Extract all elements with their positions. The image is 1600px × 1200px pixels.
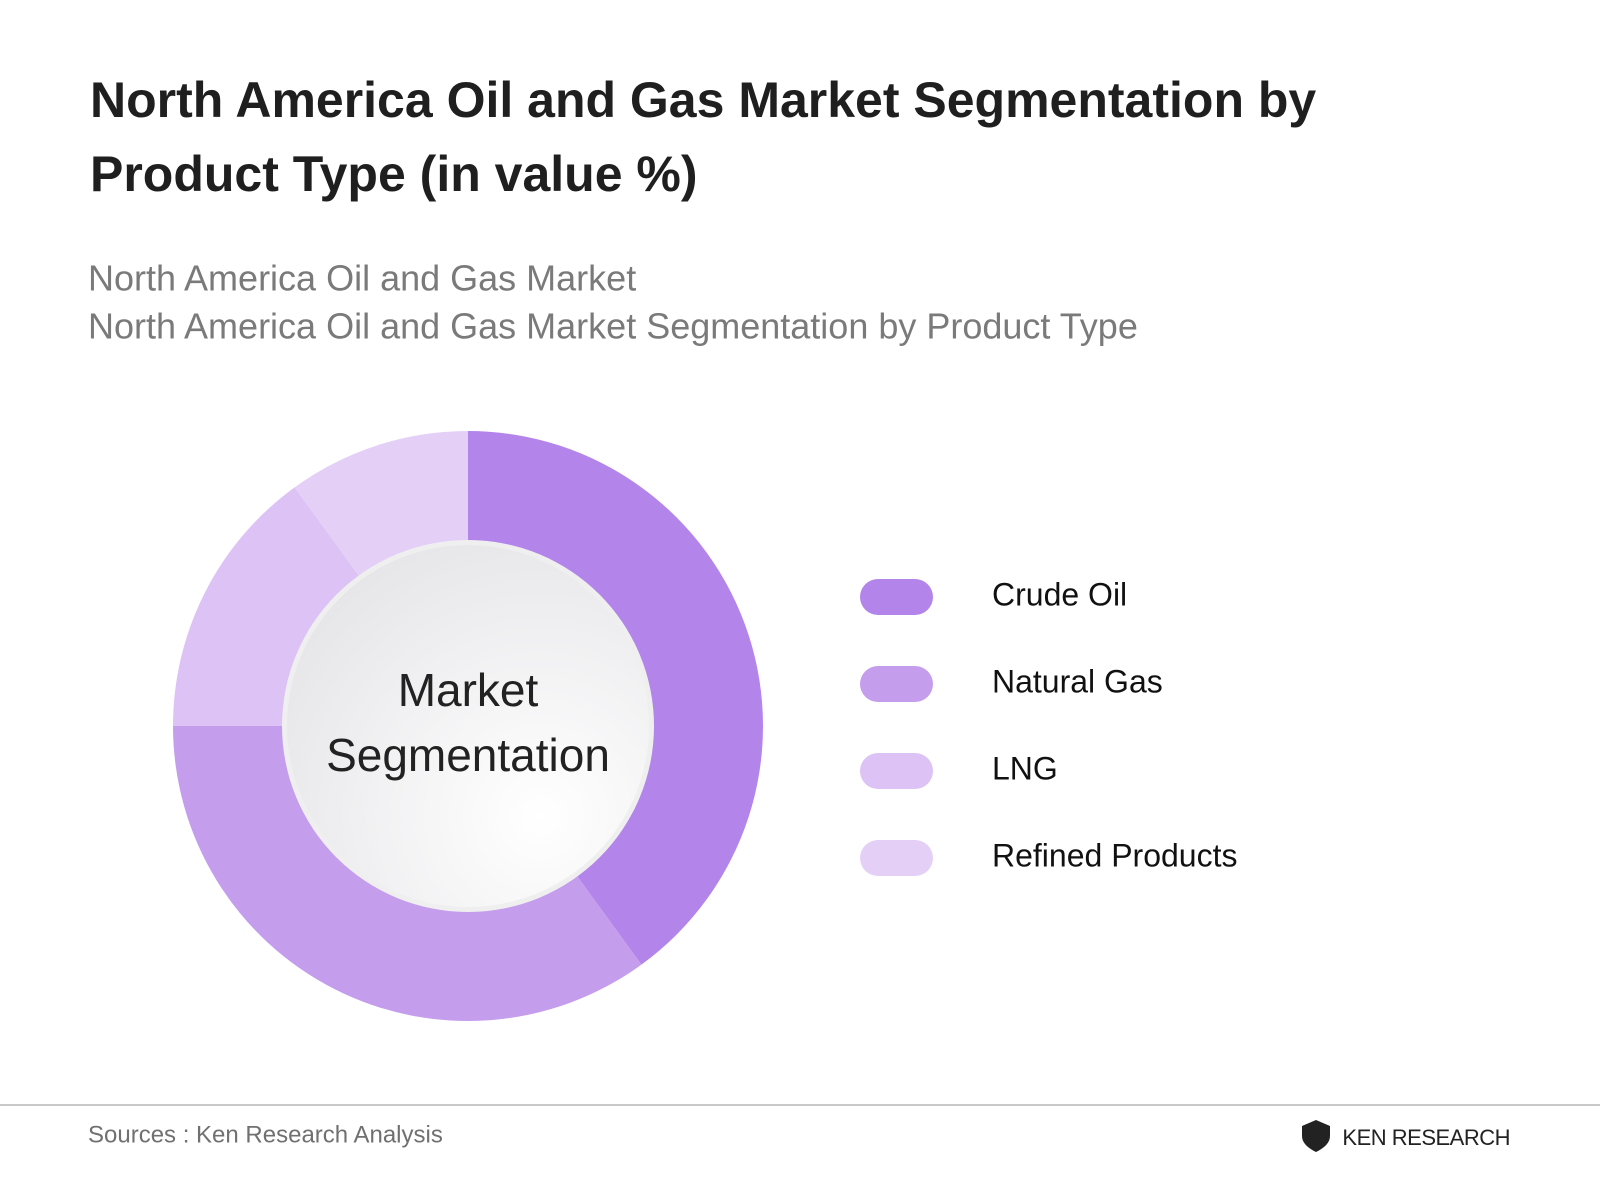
legend-swatch <box>860 666 933 702</box>
logo-icon <box>1302 1120 1330 1152</box>
logo: KEN RESEARCH <box>1302 1120 1511 1152</box>
legend-label: Crude Oil <box>992 576 1127 612</box>
legend-swatch <box>860 579 933 615</box>
legend-label: Natural Gas <box>992 663 1163 699</box>
legend-swatch <box>860 753 933 789</box>
center-text: Market Segmentation <box>326 664 610 781</box>
center-label: Market Segmentation <box>326 664 610 781</box>
logo-text: KEN RESEARCH <box>1342 1125 1510 1150</box>
chart-subtitle: North America Oil and Gas Market Segment… <box>88 306 1138 347</box>
hub <box>287 545 649 907</box>
chart-subtitle: North America Oil and Gas Market <box>88 258 636 299</box>
legend-label: LNG <box>992 750 1058 786</box>
source: Sources : Ken Research Analysis <box>88 1121 443 1148</box>
legend-swatch <box>860 840 933 876</box>
legend: Crude Oil Natural Gas LNG Refined Products <box>860 576 1237 876</box>
chart-title: North America Oil and Gas Market Segment… <box>90 72 1316 202</box>
legend-label: Refined Products <box>992 837 1237 873</box>
